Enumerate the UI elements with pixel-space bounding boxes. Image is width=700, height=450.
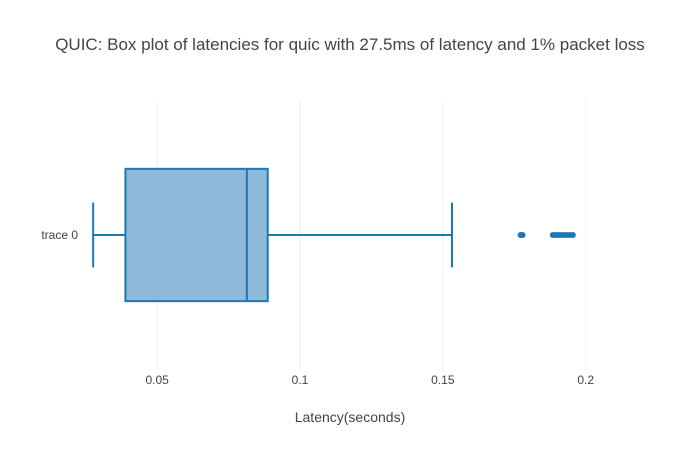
x-tick-label: 0.15: [431, 373, 455, 387]
x-tick-labels: 0.05 0.1 0.15 0.2: [145, 373, 594, 387]
x-tick-label: 0.2: [577, 373, 594, 387]
x-axis-title: Latency(seconds): [295, 409, 406, 425]
outlier-point: [569, 232, 576, 238]
y-category-label: trace 0: [41, 228, 78, 242]
x-tick-label: 0.05: [145, 373, 169, 387]
box-plot-layer: [92, 167, 576, 303]
box-series: [92, 167, 576, 303]
interquartile-box: [124, 167, 269, 303]
outlier-point: [519, 232, 526, 238]
y-category-labels: trace 0: [41, 228, 78, 242]
chart-title: QUIC: Box plot of latencies for quic wit…: [55, 35, 645, 54]
x-tick-label: 0.1: [292, 373, 309, 387]
